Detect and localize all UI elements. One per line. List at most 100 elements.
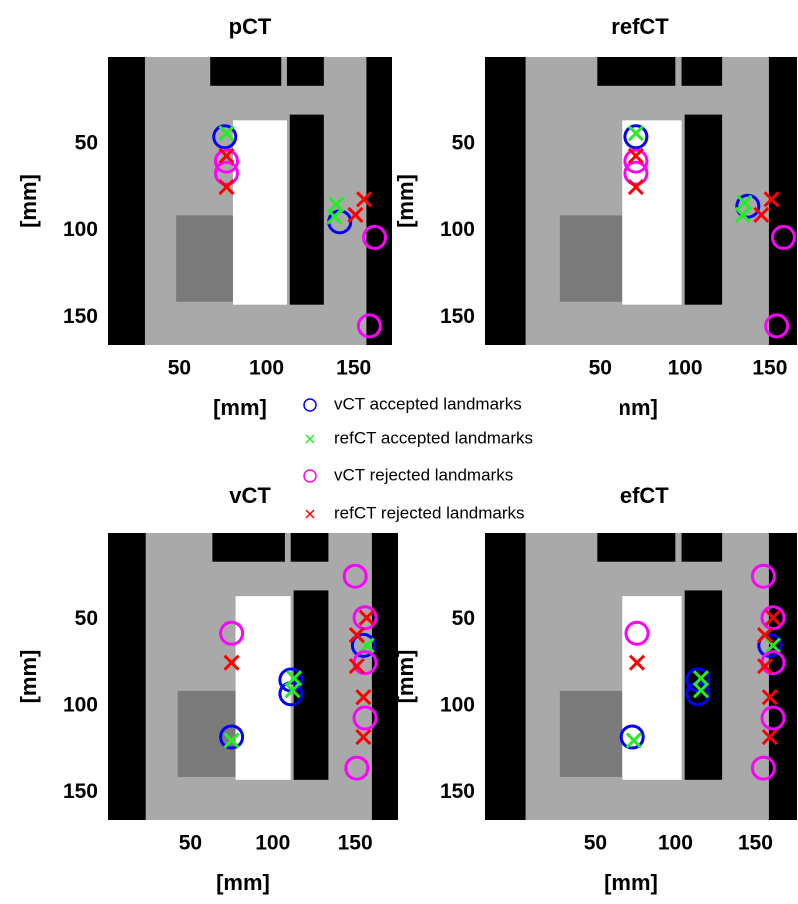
landmark: [223, 732, 240, 749]
landmark: [750, 563, 776, 589]
x-axis-label: [mm]: [213, 395, 267, 420]
landmark: [625, 732, 642, 749]
landmark: [355, 728, 372, 746]
y-axis-label: [mm]: [16, 174, 41, 228]
landmark: [213, 148, 239, 174]
y-tick-label: 50: [452, 607, 475, 630]
landmark: [218, 147, 235, 164]
landmark: [284, 682, 301, 699]
landmark: [355, 689, 372, 706]
landmark: [764, 313, 790, 339]
landmark: [619, 724, 645, 750]
x-tick-label: 50: [589, 357, 612, 380]
landmark: [623, 148, 649, 174]
landmark: [756, 658, 774, 675]
landmark: [352, 705, 378, 731]
landmark: [348, 658, 365, 675]
landmark: [218, 125, 235, 142]
legend-marker: [305, 434, 315, 444]
landmark: [753, 206, 770, 223]
image-region: [176, 215, 233, 302]
y-tick-label: 100: [440, 693, 475, 716]
y-tick-label: 150: [440, 305, 475, 328]
landmark: [627, 125, 644, 142]
x-tick-label: 100: [668, 357, 703, 380]
y-tick-label: 50: [75, 607, 98, 630]
landmark: [623, 124, 649, 150]
legend-marker: [305, 509, 315, 519]
x-axis-label: [mm]: [216, 870, 270, 895]
chart-title: refCT: [611, 483, 669, 508]
landmark: [763, 191, 780, 208]
landmark: [344, 755, 370, 781]
x-axis-label: [mm]: [604, 870, 658, 895]
landmark: [213, 160, 239, 186]
landmark: [628, 654, 646, 671]
image-region: [684, 114, 723, 305]
landmark: [761, 728, 778, 746]
landmark: [685, 667, 711, 693]
legend-marker: [303, 398, 317, 412]
legend-label: vCT rejected landmarks: [334, 465, 513, 484]
image-region: [210, 57, 282, 86]
y-tick-label: 50: [75, 131, 98, 154]
landmark: [218, 179, 235, 196]
landmark: [223, 654, 240, 671]
landmark: [348, 626, 365, 644]
landmark: [760, 705, 786, 731]
y-axis-label: [mm]: [16, 650, 41, 704]
x-tick-label: 150: [738, 832, 773, 855]
image-region: [289, 114, 324, 305]
landmark: [764, 637, 782, 654]
landmark: [735, 193, 761, 219]
landmark: [624, 620, 650, 646]
landmark: [761, 689, 778, 706]
y-axis-label: [mm]: [393, 650, 418, 704]
y-tick-label: 100: [440, 218, 475, 241]
y-tick-label: 150: [63, 305, 98, 328]
x-tick-label: 150: [336, 357, 371, 380]
landmark: [757, 632, 783, 658]
image-region: [597, 533, 676, 562]
landmark: [212, 124, 238, 150]
landmark: [756, 626, 774, 644]
chart-title: vCT: [229, 483, 271, 508]
x-tick-label: 50: [168, 357, 191, 380]
landmark: [358, 609, 375, 626]
landmark: [692, 682, 710, 699]
image-region: [286, 57, 324, 86]
x-tick-label: 100: [658, 832, 693, 855]
landmark: [627, 179, 644, 196]
y-tick-label: 50: [452, 131, 475, 154]
landmark: [219, 724, 245, 750]
landmark: [326, 208, 343, 225]
legend-label: refCT rejected landmarks: [334, 503, 525, 522]
image-region: [559, 215, 623, 302]
landmark: [362, 224, 388, 250]
landmark: [623, 160, 649, 186]
image-region: [559, 690, 623, 777]
landmark: [750, 755, 776, 781]
landmark: [350, 632, 376, 658]
y-tick-label: 150: [440, 780, 475, 803]
landmark: [352, 605, 378, 631]
x-tick-label: 100: [255, 832, 290, 855]
landmark: [734, 206, 751, 223]
landmark: [692, 670, 710, 687]
legend-marker: [303, 469, 317, 483]
y-tick-label: 100: [63, 693, 98, 716]
legend-label: refCT accepted landmarks: [334, 428, 533, 447]
x-tick-label: 100: [249, 357, 284, 380]
image-region: [212, 533, 285, 562]
image-region: [232, 120, 287, 305]
landmark: [770, 224, 796, 250]
chart-title: refCT: [611, 14, 669, 39]
x-tick-label: 150: [752, 357, 787, 380]
legend-label: vCT accepted landmarks: [334, 394, 522, 413]
x-tick-label: 50: [179, 832, 202, 855]
landmark: [627, 147, 644, 164]
landmark: [760, 605, 786, 631]
landmark: [219, 620, 245, 646]
legend-box: [298, 390, 620, 530]
